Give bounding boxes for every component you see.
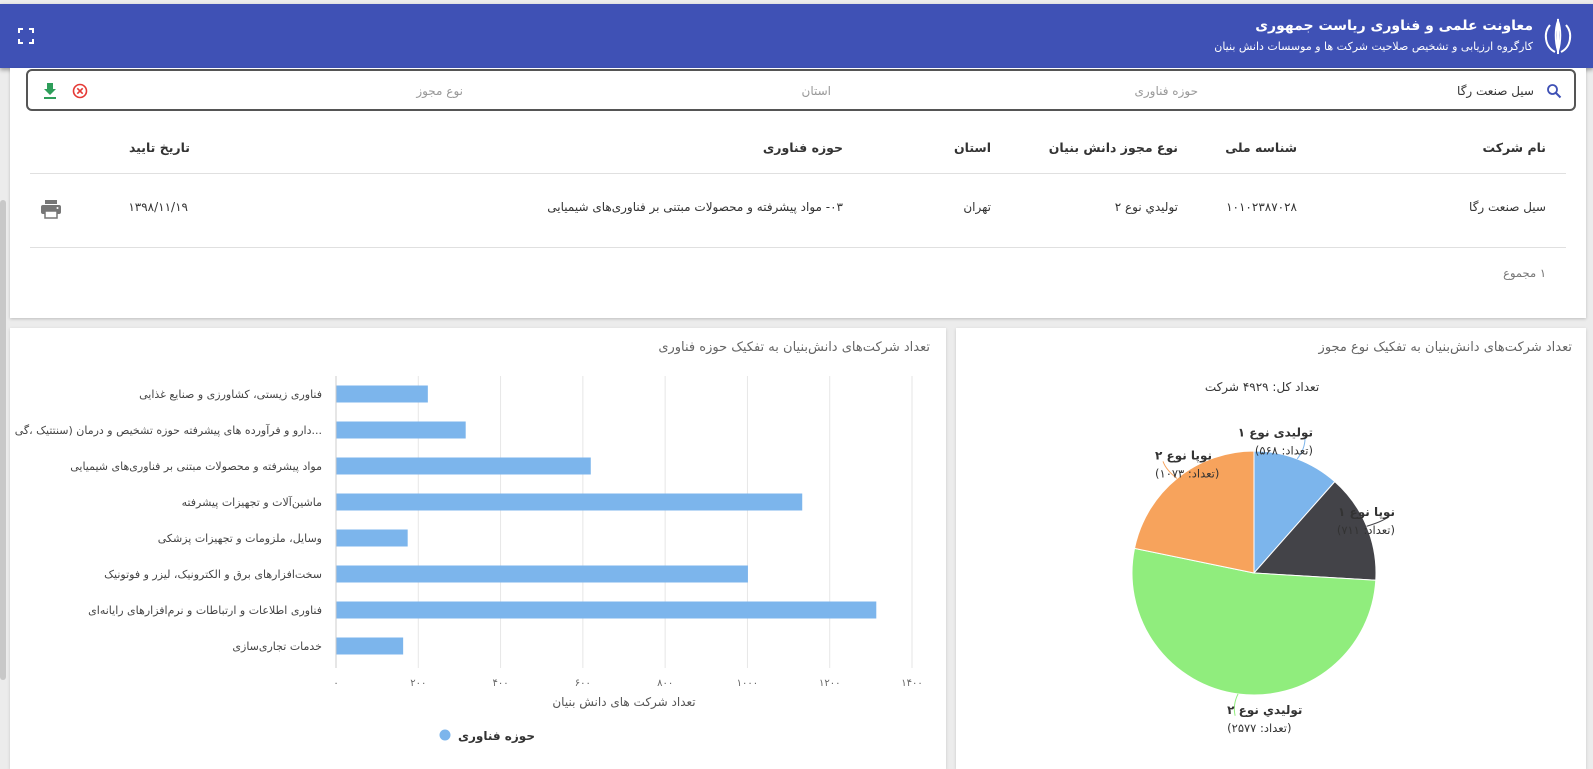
column-header-tech-field[interactable]: حوزه فناوری — [762, 140, 843, 155]
x-axis-label: تعداد شرکت های دانش بنیان — [552, 695, 695, 710]
column-header-province[interactable]: استان — [953, 140, 991, 155]
bar[interactable] — [336, 385, 428, 403]
table-divider — [30, 173, 1566, 174]
x-tick-label: ۱۰۰۰ — [737, 678, 758, 689]
app-header: معاونت علمی و فناوری ریاست جمهوری کارگرو… — [0, 4, 1593, 68]
filter-bar: سیل صنعت رگا حوزه فناوری استان نوع مجوز — [26, 69, 1576, 111]
column-header-company[interactable]: نام شرکت — [1482, 140, 1546, 155]
print-icon[interactable] — [40, 199, 62, 219]
column-header-approval-date[interactable]: تاریخ تایید — [128, 140, 190, 155]
bar[interactable] — [336, 421, 466, 439]
search-icon[interactable] — [1546, 83, 1562, 99]
x-tick-label: ۱۲۰۰ — [819, 678, 840, 689]
pie-slice-count: (تعداد: ۱۰۷۳) — [1155, 466, 1219, 480]
pie-connector — [1162, 461, 1178, 479]
bar-chart-title: تعداد شرکت‌های دانش‌بنیان به تفکیک حوزه … — [658, 340, 930, 355]
pie-total-label: تعداد کل: ۴۹۲۹ شرکت — [1204, 380, 1320, 394]
total-count: ۱ مجموع — [1503, 266, 1546, 280]
cell-national-id: ۱۰۱۰۲۳۸۷۰۲۸ — [1226, 200, 1297, 214]
cell-license-type: توليدي نوع ۲ — [1114, 200, 1178, 214]
pie-connector — [1233, 693, 1239, 716]
column-header-license-type[interactable]: نوع مجوز دانش بنیان — [1048, 140, 1178, 155]
x-tick-label: ۰ — [333, 678, 338, 689]
category-label: ماشین‌آلات و تجهیزات پیشرفته — [182, 495, 323, 509]
x-tick-label: ۲۰۰ — [410, 678, 426, 689]
x-tick-label: ۴۰۰ — [493, 678, 509, 689]
company-search-input[interactable]: سیل صنعت رگا — [1457, 84, 1534, 98]
bar[interactable] — [336, 529, 408, 547]
category-label: فناوری زیستی، کشاورزی و صنایع غذایی — [139, 388, 322, 401]
pie-slice[interactable] — [1133, 450, 1255, 574]
header-title: معاونت علمی و فناوری ریاست جمهوری — [1255, 18, 1533, 34]
download-icon[interactable] — [42, 82, 58, 100]
cell-company: سیل صنعت رگا — [1469, 200, 1546, 214]
column-header-national-id[interactable]: شناسه ملی — [1225, 140, 1297, 155]
x-tick-label: ۱۴۰۰ — [901, 678, 922, 689]
tech-field-chart-card: تعداد شرکت‌های دانش‌بنیان به تفکیک حوزه … — [10, 328, 946, 769]
pie-slice-count: (تعداد: ۷۱۱) — [1337, 523, 1395, 537]
license-type-select[interactable]: نوع مجوز — [416, 84, 463, 98]
category-label: فناوری اطلاعات و ارتباطات و نرم‌افزارهای… — [88, 604, 322, 617]
fullscreen-icon[interactable] — [18, 28, 34, 44]
license-type-chart-card: تعداد شرکت‌های دانش‌بنیان به تفکیک نوع م… — [956, 328, 1586, 769]
legend-label[interactable]: حوزه فناوری — [458, 729, 535, 744]
bar-chart: ۰ ۲۰۰ ۴۰۰ ۶۰۰ ۸۰۰ ۱۰۰۰ ۱۲۰۰ ۱۴۰۰ فناوری زیستی، ک… — [15, 376, 923, 744]
bar[interactable] — [336, 565, 748, 583]
pie-slice-label: توليدي نوع ۲ — [1227, 703, 1302, 718]
category-label: وسایل، ملزومات و تجهیزات پزشکی — [158, 532, 322, 545]
x-tick-label: ۸۰۰ — [657, 678, 673, 689]
pie-connector — [1366, 517, 1388, 527]
bar[interactable] — [336, 457, 591, 475]
clear-filter-icon[interactable] — [72, 83, 88, 99]
header-subtitle: کارگروه ارزیابی و تشخیص صلاحیت شرکت ها و… — [1214, 40, 1533, 53]
legend-marker[interactable] — [439, 729, 451, 741]
search-results-card: سیل صنعت رگا حوزه فناوری استان نوع مجوز … — [10, 68, 1586, 318]
pie-chart: تولیدی نوع ۱ (تعداد: ۵۶۸) نوپا نوع ۱ (تعداد… — [1131, 425, 1395, 735]
bar[interactable] — [336, 637, 404, 655]
pie-connector — [1296, 438, 1306, 460]
pie-slice[interactable] — [1252, 480, 1377, 581]
category-label: خدمات تجاری‌سازی — [232, 640, 322, 653]
tech-field-select[interactable]: حوزه فناوری — [1134, 84, 1198, 98]
pie-chart-title: تعداد شرکت‌های دانش‌بنیان به تفکیک نوع م… — [1318, 340, 1572, 355]
page-scrollbar[interactable] — [0, 200, 6, 680]
pie-slice-label: نوپا نوع ۱ — [1338, 505, 1395, 520]
province-select[interactable]: استان — [801, 84, 831, 98]
bar[interactable] — [336, 493, 803, 511]
iran-emblem-icon — [1544, 18, 1572, 55]
pie-slice-label: نوپا نوع ۲ — [1155, 448, 1212, 463]
pie-slice-label: تولیدی نوع ۱ — [1238, 425, 1313, 440]
pie-slice-count: (تعداد: ۲۵۷۷) — [1227, 721, 1291, 735]
category-label: سخت‌افزارهای برق و الکترونیک، لیزر و فوت… — [104, 568, 322, 581]
cell-tech-field: ۰۳- مواد پیشرفته و محصولات مبتنی بر فناو… — [547, 200, 843, 214]
category-label: مواد پیشرفته و محصولات مبتنی بر فناوری‌ه… — [70, 460, 322, 473]
bar[interactable] — [336, 601, 877, 619]
category-label: دارو و فرآورده های پیشرفته حوزه تشخیص و … — [15, 423, 322, 437]
table-divider — [30, 247, 1566, 248]
pie-slice-count: (تعداد: ۵۶۸) — [1255, 443, 1313, 457]
x-tick-label: ۶۰۰ — [575, 678, 591, 689]
cell-approval-date: ۱۳۹۸/۱۱/۱۹ — [128, 200, 188, 214]
cell-province: تهران — [963, 200, 991, 214]
